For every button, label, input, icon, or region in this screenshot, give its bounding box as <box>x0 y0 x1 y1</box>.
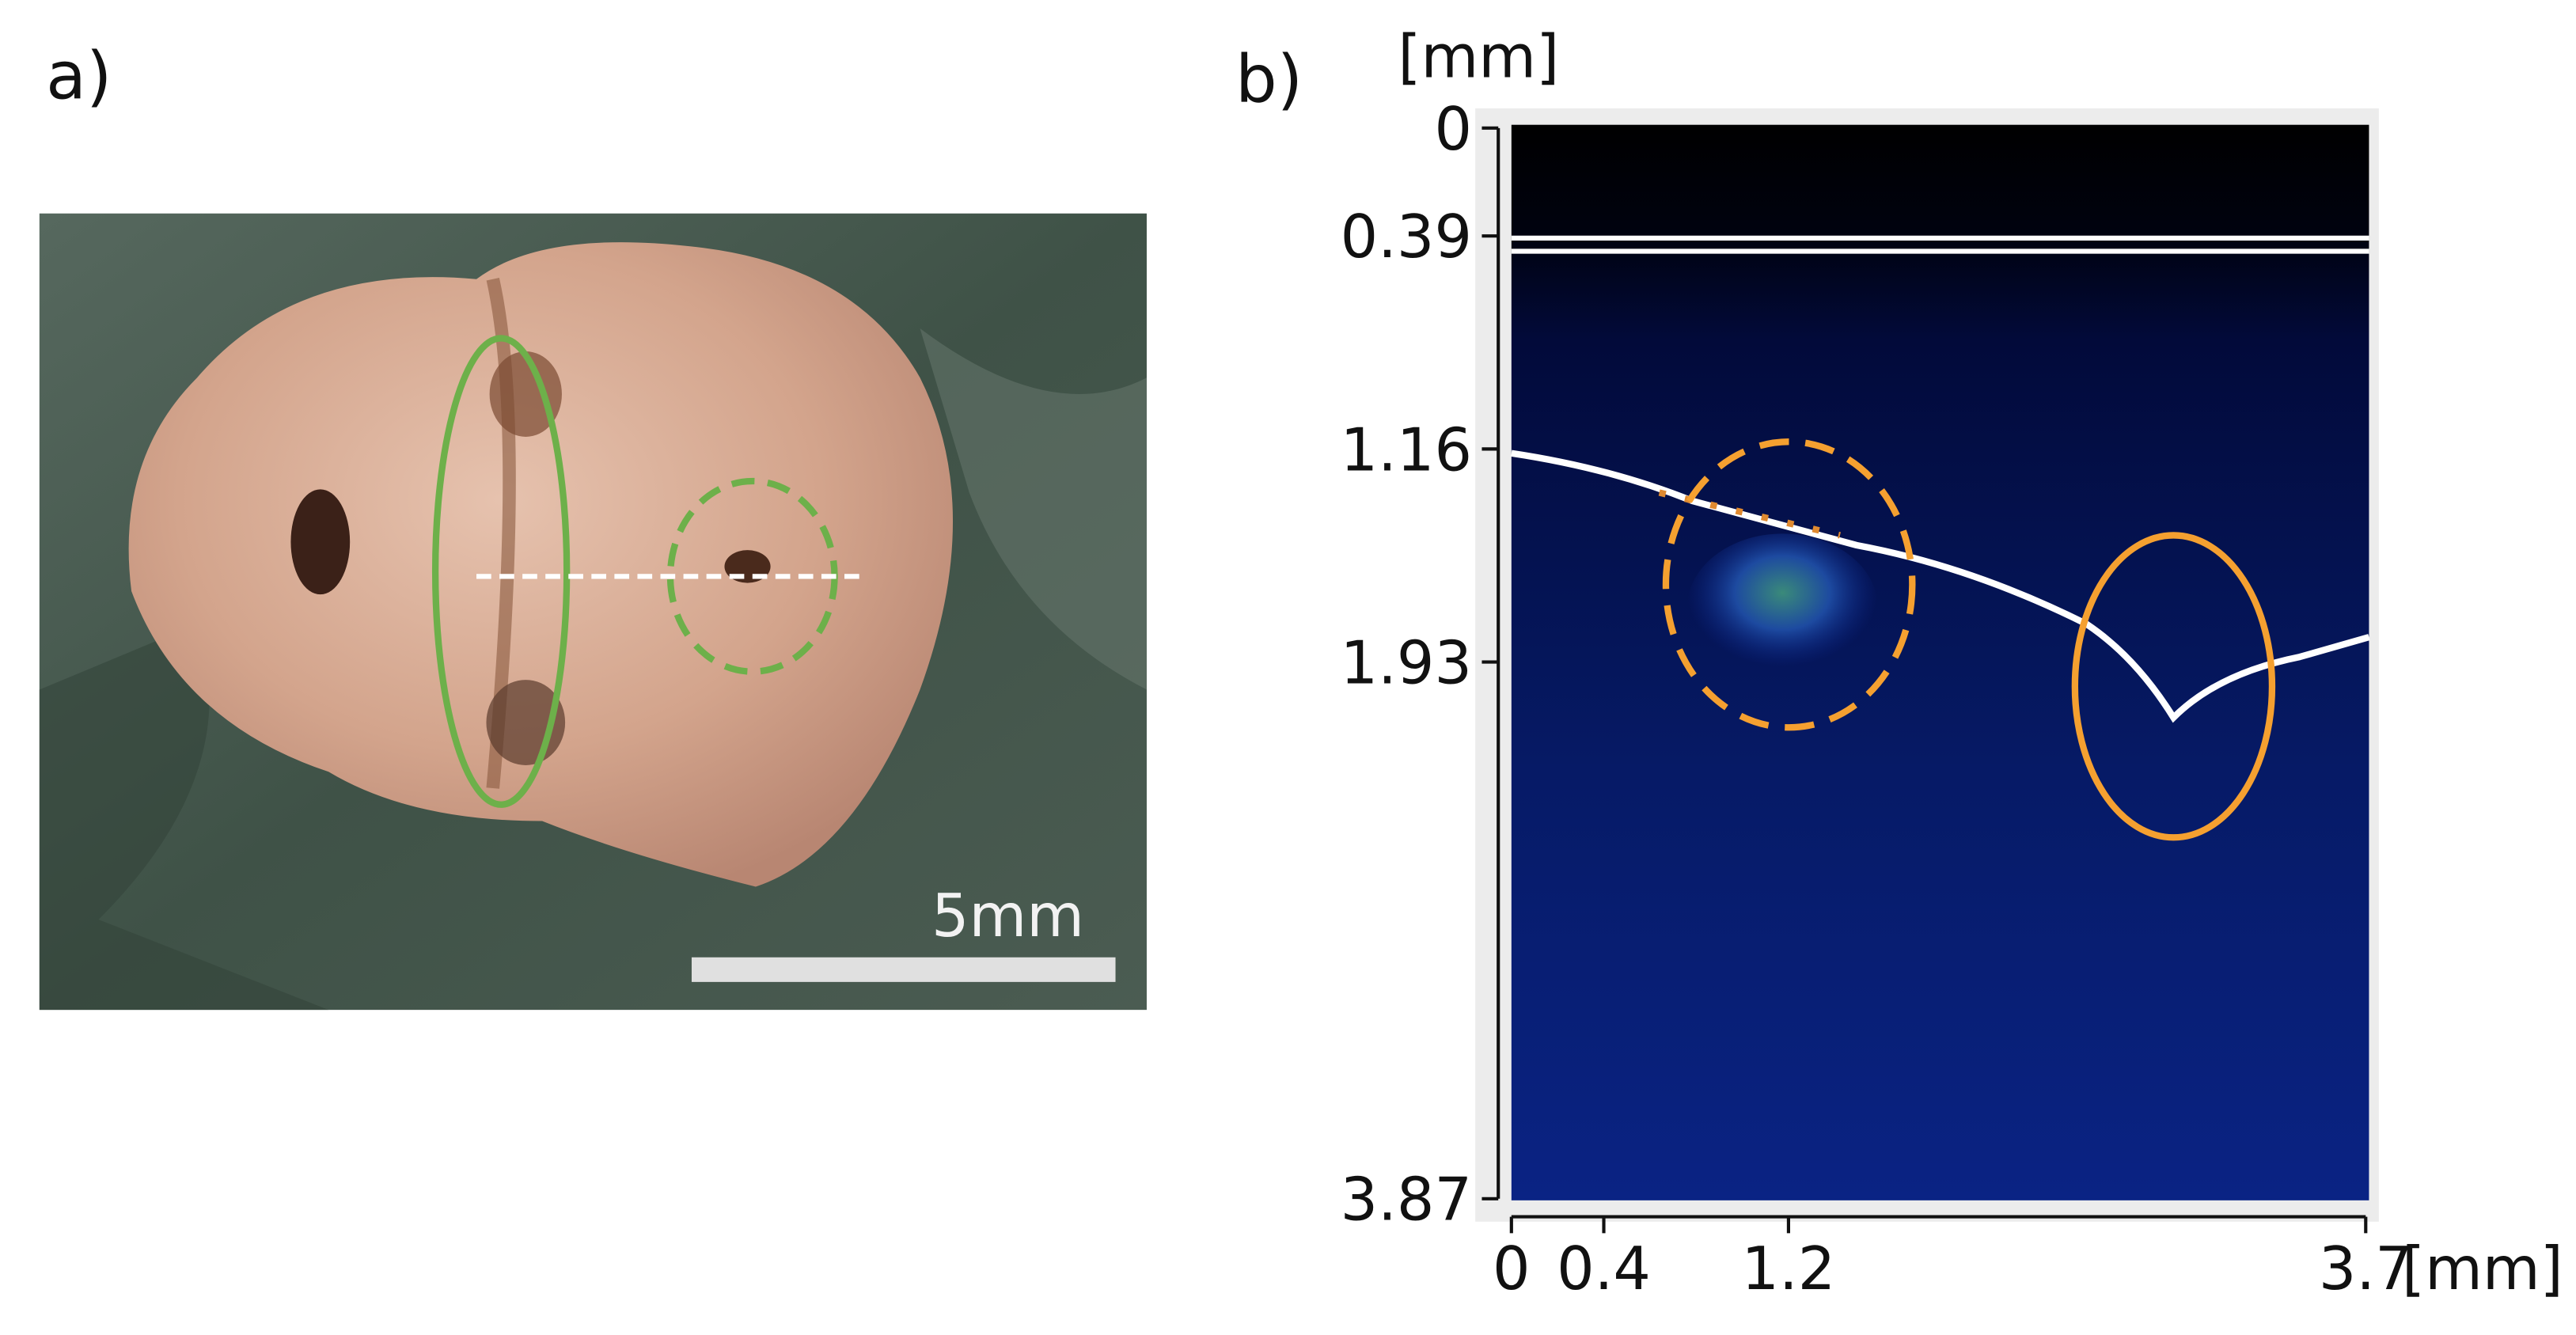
y-tick-label: 1.93 <box>1341 629 1472 698</box>
x-tick-label: 0.4 <box>1557 1234 1651 1303</box>
x-tick-label: 0 <box>1493 1234 1531 1303</box>
tooth-photo <box>39 213 1147 1011</box>
y-tick-label: 0 <box>1434 95 1472 164</box>
panel-label: b) <box>1235 41 1303 118</box>
panel-label: a) <box>46 38 112 115</box>
y-unit: [mm] <box>1398 23 1559 92</box>
x-tick-label: 1.2 <box>1741 1234 1835 1303</box>
x-unit: [mm] <box>2402 1234 2563 1303</box>
y-tick-label: 3.87 <box>1341 1166 1472 1234</box>
oct-image <box>1475 108 2379 1222</box>
scale-bar-label: 5mm <box>931 882 1084 950</box>
y-tick-label: 0.39 <box>1341 203 1472 271</box>
x-tick-label: 3.7 <box>2319 1234 2413 1303</box>
y-tick-label: 1.16 <box>1341 415 1472 484</box>
